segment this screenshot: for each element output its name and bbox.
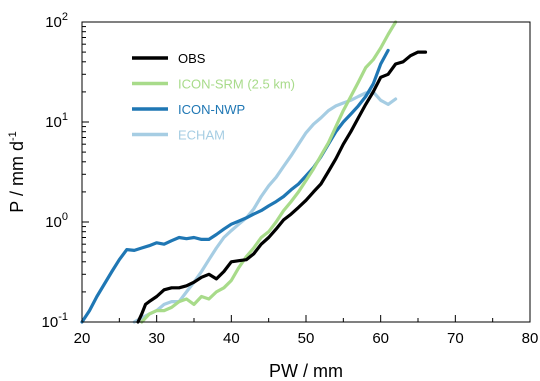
- x-axis-label: PW / mm: [269, 361, 343, 381]
- y-tick-base: 10: [45, 14, 62, 31]
- y-tick-base: 10: [45, 214, 62, 231]
- y-axis-label-text: P / mm d: [7, 141, 27, 213]
- x-tick-label-60: 60: [372, 330, 389, 347]
- y-tick-label--1: 10-1: [42, 311, 68, 331]
- plot-area: [81, 21, 531, 323]
- y-axis-label-exponent: -1: [7, 131, 19, 141]
- series-line-icon-srm-2-5-km: [140, 20, 398, 324]
- y-tick-base: 10: [45, 114, 62, 131]
- y-tick-label-1: 101: [45, 111, 68, 131]
- y-tick-label-0: 100: [45, 211, 68, 231]
- legend-label-icon-srm-2-5-km: ICON-SRM (2.5 km): [178, 77, 295, 92]
- y-tick-exponent: 0: [62, 211, 68, 223]
- x-axis: 20 30 40 50 60 70 80: [74, 315, 539, 347]
- y-tick-exponent: 1: [62, 111, 68, 123]
- series-layer: [80, 20, 428, 324]
- series-line-icon-nwp: [80, 48, 390, 324]
- y-axis-label: P / mm d-1: [7, 131, 27, 212]
- y-tick-exponent: -1: [58, 311, 68, 323]
- legend-label-icon-nwp: ICON-NWP: [178, 102, 245, 117]
- x-tick-label-70: 70: [447, 330, 464, 347]
- legend-label-obs: OBS: [178, 51, 206, 66]
- x-tick-label-30: 30: [148, 330, 165, 347]
- x-tick-label-80: 80: [522, 330, 539, 347]
- x-tick-label-20: 20: [74, 330, 91, 347]
- x-tick-label-50: 50: [298, 330, 315, 347]
- series-line-obs: [136, 50, 428, 324]
- legend: OBS ICON-SRM (2.5 km) ICON-NWP ECHAM: [132, 51, 295, 143]
- y-tick-base: 10: [42, 314, 59, 331]
- x-tick-label-40: 40: [223, 330, 240, 347]
- legend-label-echam: ECHAM: [178, 128, 225, 143]
- y-tick-exponent: 2: [62, 11, 68, 23]
- y-tick-label-2: 102: [45, 11, 68, 31]
